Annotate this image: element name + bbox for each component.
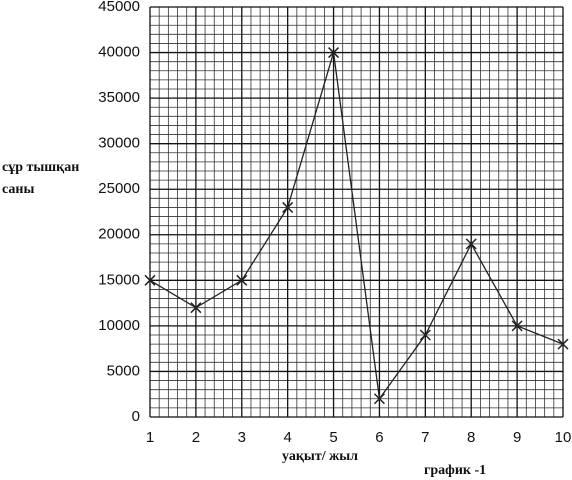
point-marker	[328, 47, 340, 59]
caption: график -1	[424, 463, 487, 478]
y-tick-label: 5000	[107, 362, 140, 379]
y-tick-label: 40000	[98, 44, 140, 61]
point-marker	[511, 320, 523, 332]
y-tick-label: 15000	[98, 271, 140, 288]
y-tick-label: 25000	[98, 180, 140, 197]
point-marker	[373, 393, 385, 405]
y-tick-label: 0	[132, 408, 140, 425]
point-marker	[557, 338, 569, 350]
x-tick-label: 3	[238, 429, 246, 446]
point-marker	[282, 201, 294, 213]
line	[149, 52, 564, 401]
x-tick-label: 7	[421, 429, 429, 446]
y-tick-label: 35000	[98, 89, 140, 106]
y-tick-label: 20000	[98, 226, 140, 243]
point-marker	[144, 274, 156, 286]
x-tick-label: 9	[513, 429, 521, 446]
x-tick-label: 1	[146, 429, 154, 446]
x-tick-label: 5	[329, 429, 337, 446]
point-marker	[190, 302, 202, 314]
x-tick-label: 10	[555, 429, 572, 446]
y-tick-label: 45000	[98, 0, 140, 15]
point-marker	[236, 274, 248, 286]
x-tick-label: 2	[192, 429, 200, 446]
y-tick-label: 10000	[98, 317, 140, 334]
x-tick-label: 8	[467, 429, 475, 446]
point-marker	[465, 238, 477, 250]
x-axis-label: уақыт/ жыл	[282, 449, 359, 464]
x-tick-label: 4	[283, 429, 291, 446]
x-tick-label: 6	[375, 429, 383, 446]
y-axis-label: сұр тышқан саны	[2, 160, 80, 197]
point-marker	[419, 329, 431, 341]
y-tick-label: 30000	[98, 135, 140, 152]
